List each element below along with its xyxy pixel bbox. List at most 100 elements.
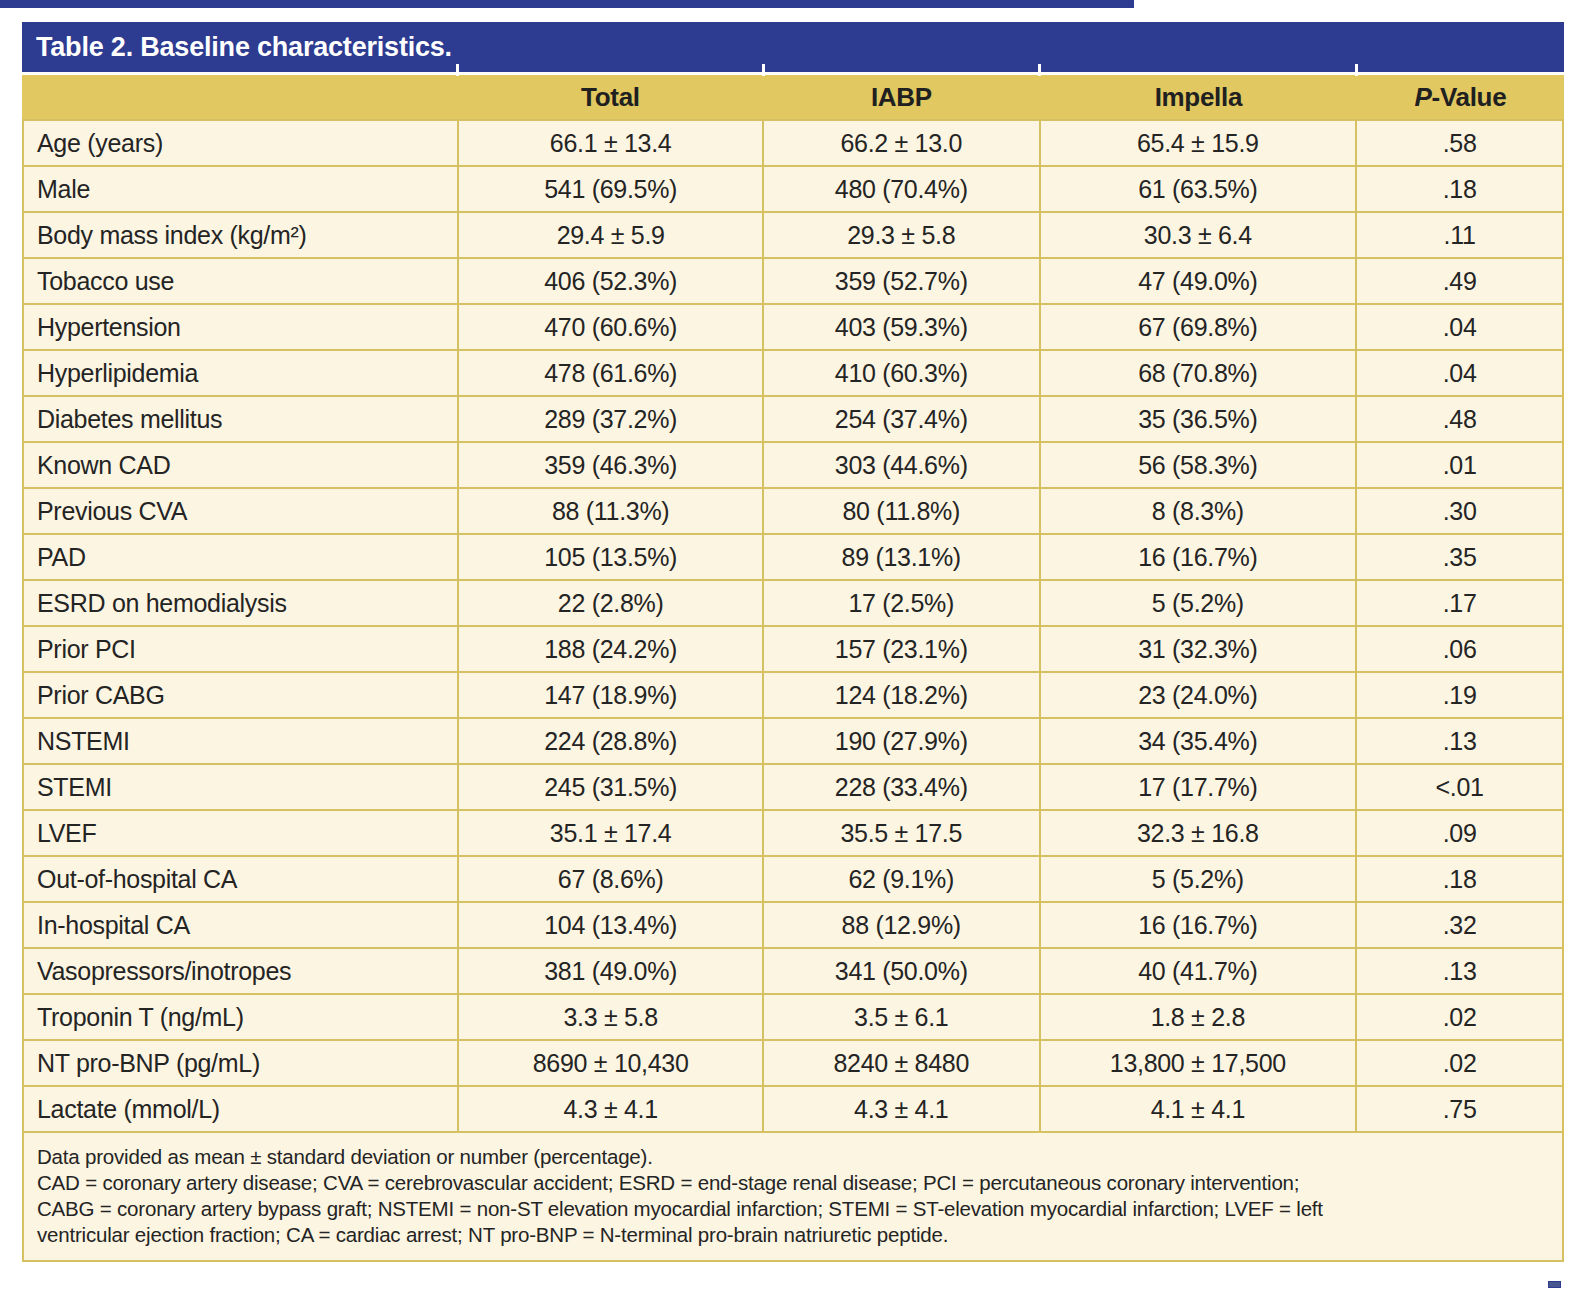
cell-total: 88 (11.3%) <box>458 488 763 534</box>
cell-total: 147 (18.9%) <box>458 672 763 718</box>
cell-total: 478 (61.6%) <box>458 350 763 396</box>
page-edge-blue-strip <box>0 0 1134 8</box>
cell-impella: 5 (5.2%) <box>1040 856 1357 902</box>
table-row: Vasopressors/inotropes381 (49.0%)341 (50… <box>23 948 1563 994</box>
table-header-row: Total IABP Impella P-Value <box>22 75 1564 119</box>
cell-p-value: .35 <box>1356 534 1563 580</box>
table-row: LVEF35.1 ± 17.435.5 ± 17.532.3 ± 16.8.09 <box>23 810 1563 856</box>
table-row: Prior PCI188 (24.2%)157 (23.1%)31 (32.3%… <box>23 626 1563 672</box>
cell-iabp: 124 (18.2%) <box>763 672 1040 718</box>
cell-iabp: 359 (52.7%) <box>763 258 1040 304</box>
table-row: Hyperlipidemia478 (61.6%)410 (60.3%)68 (… <box>23 350 1563 396</box>
cell-impella: 68 (70.8%) <box>1040 350 1357 396</box>
cell-total: 359 (46.3%) <box>458 442 763 488</box>
data-table-body: Age (years)66.1 ± 13.466.2 ± 13.065.4 ± … <box>23 120 1563 1132</box>
cell-p-value: .11 <box>1356 212 1563 258</box>
cell-p-value: .30 <box>1356 488 1563 534</box>
row-label: NSTEMI <box>23 718 458 764</box>
table-row: PAD105 (13.5%)89 (13.1%)16 (16.7%).35 <box>23 534 1563 580</box>
cell-p-value: .13 <box>1356 948 1563 994</box>
table-title-bar: Table 2. Baseline characteristics. <box>22 22 1564 72</box>
column-notch <box>762 64 765 76</box>
header-p-value: P-Value <box>1357 82 1564 113</box>
cell-total: 22 (2.8%) <box>458 580 763 626</box>
cell-p-value: .02 <box>1356 994 1563 1040</box>
cell-total: 188 (24.2%) <box>458 626 763 672</box>
footnote-line: CAD = coronary artery disease; CVA = cer… <box>37 1170 1549 1196</box>
cell-iabp: 410 (60.3%) <box>763 350 1040 396</box>
cell-impella: 17 (17.7%) <box>1040 764 1357 810</box>
cell-iabp: 190 (27.9%) <box>763 718 1040 764</box>
row-label: Male <box>23 166 458 212</box>
column-notch <box>1038 64 1041 76</box>
cell-p-value: .49 <box>1356 258 1563 304</box>
cell-p-value: .58 <box>1356 120 1563 166</box>
cell-iabp: 35.5 ± 17.5 <box>763 810 1040 856</box>
cell-p-value: .48 <box>1356 396 1563 442</box>
table-row: Age (years)66.1 ± 13.466.2 ± 13.065.4 ± … <box>23 120 1563 166</box>
cell-impella: 47 (49.0%) <box>1040 258 1357 304</box>
cell-p-value: .13 <box>1356 718 1563 764</box>
footnote-line: Data provided as mean ± standard deviati… <box>37 1144 1549 1170</box>
header-impella: Impella <box>1040 82 1357 113</box>
table-row: In-hospital CA104 (13.4%)88 (12.9%)16 (1… <box>23 902 1563 948</box>
cell-p-value: .19 <box>1356 672 1563 718</box>
row-label: Vasopressors/inotropes <box>23 948 458 994</box>
cell-iabp: 29.3 ± 5.8 <box>763 212 1040 258</box>
cell-impella: 16 (16.7%) <box>1040 902 1357 948</box>
cell-impella: 8 (8.3%) <box>1040 488 1357 534</box>
cell-total: 3.3 ± 5.8 <box>458 994 763 1040</box>
cell-impella: 40 (41.7%) <box>1040 948 1357 994</box>
table-row: Hypertension470 (60.6%)403 (59.3%)67 (69… <box>23 304 1563 350</box>
cell-p-value: .32 <box>1356 902 1563 948</box>
cell-p-value: .04 <box>1356 304 1563 350</box>
row-label: Body mass index (kg/m²) <box>23 212 458 258</box>
row-label: STEMI <box>23 764 458 810</box>
cell-iabp: 89 (13.1%) <box>763 534 1040 580</box>
cell-p-value: .02 <box>1356 1040 1563 1086</box>
table-row: Body mass index (kg/m²)29.4 ± 5.929.3 ± … <box>23 212 1563 258</box>
cell-total: 381 (49.0%) <box>458 948 763 994</box>
cell-iabp: 403 (59.3%) <box>763 304 1040 350</box>
row-label: Out-of-hospital CA <box>23 856 458 902</box>
cell-iabp: 4.3 ± 4.1 <box>763 1086 1040 1132</box>
row-label: In-hospital CA <box>23 902 458 948</box>
row-label: LVEF <box>23 810 458 856</box>
cell-iabp: 66.2 ± 13.0 <box>763 120 1040 166</box>
table-title: Table 2. Baseline characteristics. <box>36 32 452 63</box>
footnote-line: ventricular ejection fraction; CA = card… <box>37 1222 1549 1248</box>
p-value-rest: -Value <box>1432 82 1507 112</box>
page-corner-artifact <box>1548 1281 1561 1288</box>
header-iabp: IABP <box>763 82 1040 113</box>
cell-p-value: .04 <box>1356 350 1563 396</box>
cell-iabp: 8240 ± 8480 <box>763 1040 1040 1086</box>
row-label: Prior CABG <box>23 672 458 718</box>
cell-p-value: .18 <box>1356 166 1563 212</box>
table-footnote: Data provided as mean ± standard deviati… <box>22 1133 1564 1262</box>
row-label: Diabetes mellitus <box>23 396 458 442</box>
cell-total: 35.1 ± 17.4 <box>458 810 763 856</box>
table-row: Previous CVA88 (11.3%)80 (11.8%)8 (8.3%)… <box>23 488 1563 534</box>
table-row: Out-of-hospital CA67 (8.6%)62 (9.1%)5 (5… <box>23 856 1563 902</box>
cell-total: 66.1 ± 13.4 <box>458 120 763 166</box>
table-row: Known CAD359 (46.3%)303 (44.6%)56 (58.3%… <box>23 442 1563 488</box>
cell-total: 67 (8.6%) <box>458 856 763 902</box>
cell-total: 245 (31.5%) <box>458 764 763 810</box>
cell-p-value: .06 <box>1356 626 1563 672</box>
cell-impella: 13,800 ± 17,500 <box>1040 1040 1357 1086</box>
row-label: Prior PCI <box>23 626 458 672</box>
header-total: Total <box>458 82 763 113</box>
table-row: NSTEMI224 (28.8%)190 (27.9%)34 (35.4%).1… <box>23 718 1563 764</box>
table-row: Lactate (mmol/L)4.3 ± 4.14.3 ± 4.14.1 ± … <box>23 1086 1563 1132</box>
column-notch <box>1355 64 1358 76</box>
cell-iabp: 480 (70.4%) <box>763 166 1040 212</box>
cell-iabp: 228 (33.4%) <box>763 764 1040 810</box>
cell-iabp: 62 (9.1%) <box>763 856 1040 902</box>
row-label: NT pro-BNP (pg/mL) <box>23 1040 458 1086</box>
page: { "colors": { "accent_blue": "#2d3b90", … <box>0 0 1586 1290</box>
data-table: Age (years)66.1 ± 13.466.2 ± 13.065.4 ± … <box>22 119 1564 1133</box>
cell-iabp: 254 (37.4%) <box>763 396 1040 442</box>
row-label: Lactate (mmol/L) <box>23 1086 458 1132</box>
cell-iabp: 17 (2.5%) <box>763 580 1040 626</box>
cell-impella: 56 (58.3%) <box>1040 442 1357 488</box>
